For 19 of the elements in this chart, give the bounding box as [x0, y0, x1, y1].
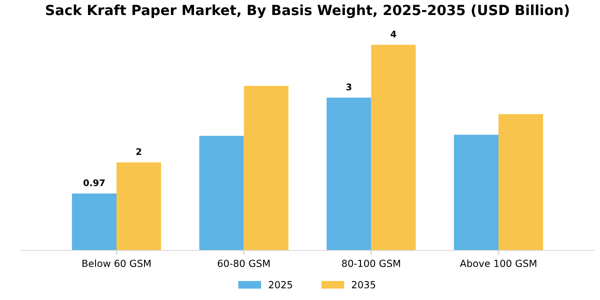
x-tick-label: Below 60 GSM — [82, 260, 150, 268]
data-label: 2 — [136, 148, 142, 155]
x-tick-label: Above 100 GSM — [460, 260, 536, 268]
x-tick-label: 60-80 GSM — [218, 260, 270, 268]
chart-title: Sack Kraft Paper Market, By Basis Weight, 2025-2035 (USD Billion) — [46, 4, 569, 18]
x-tick-label: 80-100 GSM — [342, 260, 400, 268]
bar — [371, 44, 416, 250]
bar — [72, 193, 116, 250]
legend-label: 2035 — [352, 281, 376, 288]
bar — [326, 98, 372, 250]
data-label: 3 — [346, 84, 352, 90]
bar — [244, 86, 288, 250]
bar — [498, 114, 544, 250]
data-label: 0.97 — [84, 179, 105, 186]
bar — [454, 134, 498, 250]
bar — [116, 162, 162, 250]
data-label: 4 — [390, 30, 396, 38]
legend-label: 2025 — [268, 281, 292, 288]
bar — [199, 136, 244, 250]
